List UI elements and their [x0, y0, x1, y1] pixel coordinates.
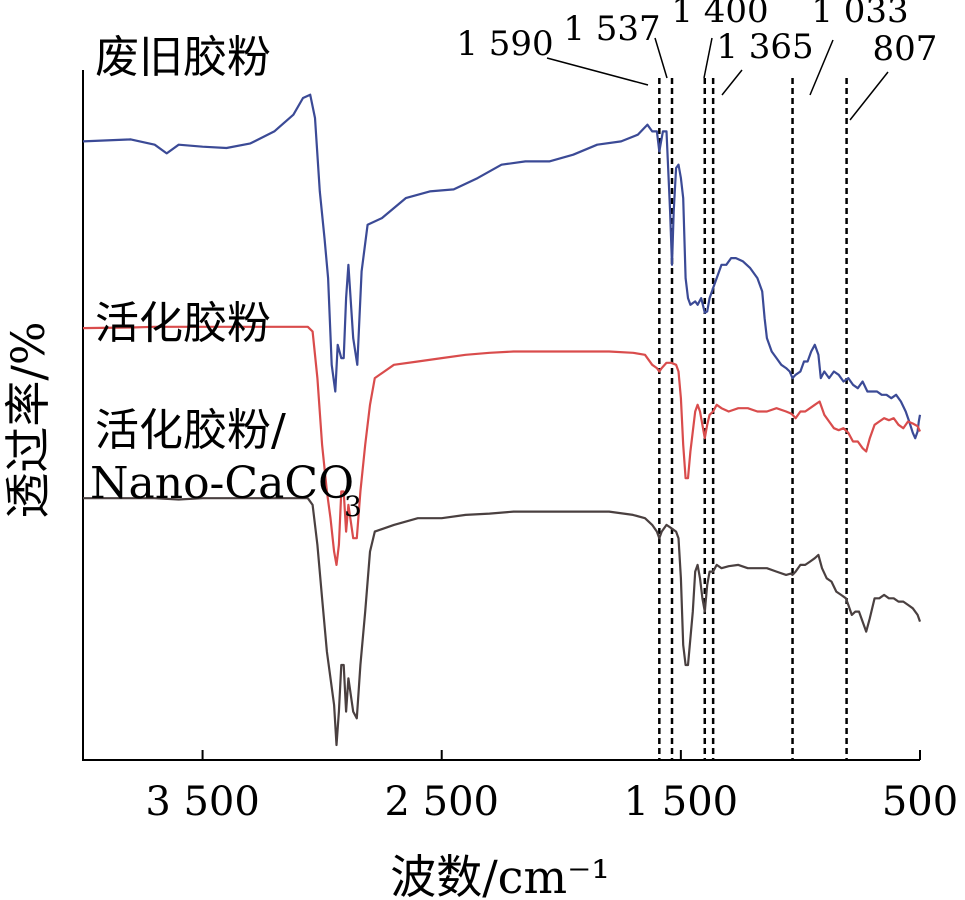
x-tick-label-1: 2 500: [384, 779, 499, 825]
x-tick-label-2: 1 500: [624, 779, 739, 825]
series-label-0: 废旧胶粉: [95, 32, 271, 83]
annotation-label-2: 1 400: [671, 0, 768, 31]
series-label-2-subscript: 3: [344, 490, 362, 523]
annotation-leader-3: [721, 69, 743, 96]
x-axis-label: 波数/cm⁻¹: [390, 850, 610, 900]
annotation-leader-0: [546, 57, 649, 86]
series-label-2-line1: 活化胶粉/: [95, 405, 286, 456]
x-tick-label-0: 3 500: [145, 779, 260, 825]
x-tick-label-3: 500: [882, 779, 958, 825]
series-line-2: [83, 497, 922, 747]
annotation-label-3: 1 365: [716, 27, 813, 67]
annotation-label-0: 1 590: [456, 24, 553, 64]
annotation-label-4: 1 033: [811, 0, 908, 31]
annotation-label-1: 1 537: [563, 9, 660, 49]
series-label-1: 活化胶粉: [95, 298, 271, 349]
annotation-leader-1: [654, 37, 668, 79]
annotation-label-5: 807: [873, 29, 938, 69]
series-label-2-line2: Nano-CaCO: [90, 458, 354, 509]
annotation-leader-2: [703, 37, 713, 79]
series-line-1: [82, 325, 922, 566]
series-line-0: [82, 93, 922, 440]
y-axis-label: 透过率/%: [1, 321, 55, 518]
annotation-leader-4: [809, 39, 834, 96]
x-ticks: 3 500 2 500 1 500 500: [145, 750, 958, 825]
series-lines: [82, 93, 922, 747]
annotation-leader-5: [849, 71, 889, 121]
